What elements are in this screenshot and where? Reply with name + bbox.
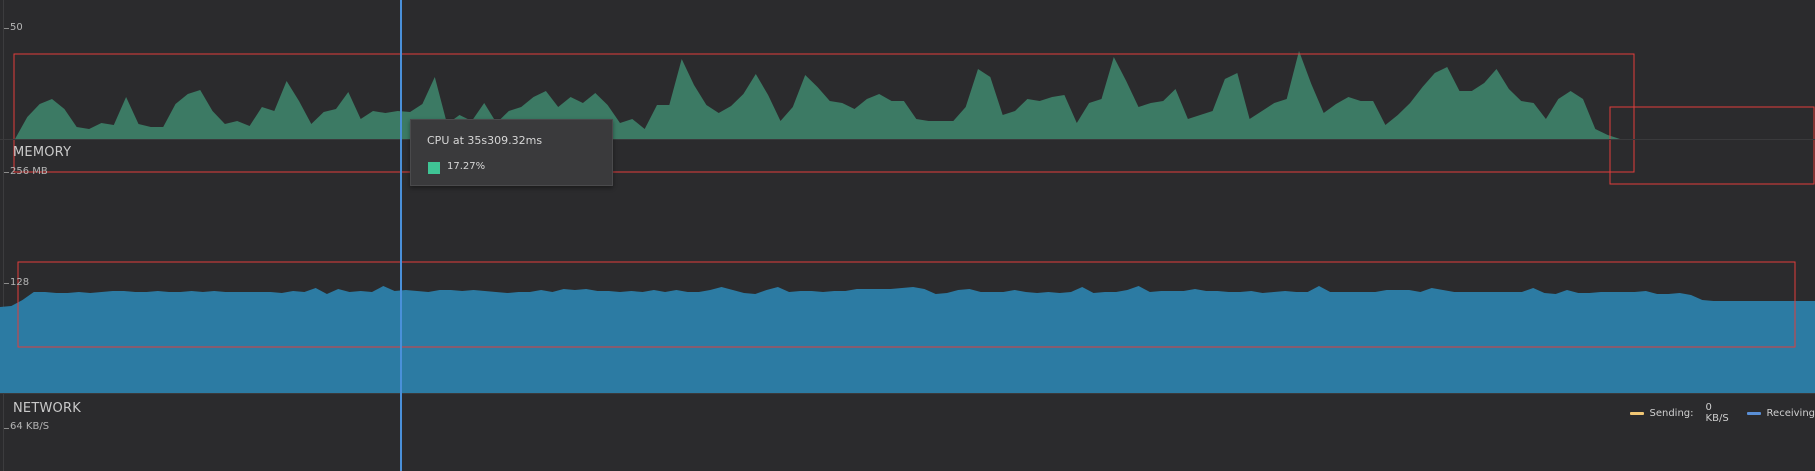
highlight-boxes-layer	[13, 53, 1815, 348]
memory-area-layer	[0, 286, 1815, 393]
receiving-label: Receiving	[1766, 407, 1815, 419]
cpu-baseline	[0, 139, 1815, 140]
network-legend: Sending: 0 KB/S Receiving	[1630, 402, 1815, 424]
cpu-highlight-box	[13, 53, 1635, 173]
receiving-swatch	[1747, 411, 1761, 415]
sending-swatch	[1630, 411, 1644, 415]
sending-value: 0 KB/S	[1705, 402, 1729, 424]
cpu-tail-highlight-box	[1609, 106, 1815, 185]
memory-axis-label-128: 128	[10, 277, 30, 288]
axis-tick	[4, 283, 9, 284]
memory-title: MEMORY	[13, 145, 72, 160]
memory-usage-area	[0, 286, 1815, 393]
memory-baseline	[0, 393, 1815, 394]
sending-label: Sending:	[1649, 407, 1694, 419]
tooltip-swatch	[428, 162, 440, 174]
axis-tick	[4, 172, 9, 173]
memory-highlight-box	[17, 261, 1796, 348]
tooltip-title: CPU at 35s309.32ms	[427, 134, 543, 147]
cpu-area-layer	[15, 51, 1620, 139]
cpu-axis-label: 50	[10, 22, 23, 33]
y-axis-line	[3, 0, 4, 471]
timeline-cursor[interactable]	[400, 0, 402, 471]
network-axis-label: 64 KB/S	[10, 421, 50, 432]
axis-tick	[4, 28, 9, 29]
cpu-tooltip: CPU at 35s309.32ms 17.27%	[410, 119, 613, 186]
tooltip-value: 17.27%	[447, 161, 486, 172]
cpu-usage-area	[15, 51, 1620, 139]
network-title: NETWORK	[13, 401, 81, 416]
memory-axis-label: 256 MB	[10, 166, 48, 177]
axis-tick	[4, 428, 9, 429]
